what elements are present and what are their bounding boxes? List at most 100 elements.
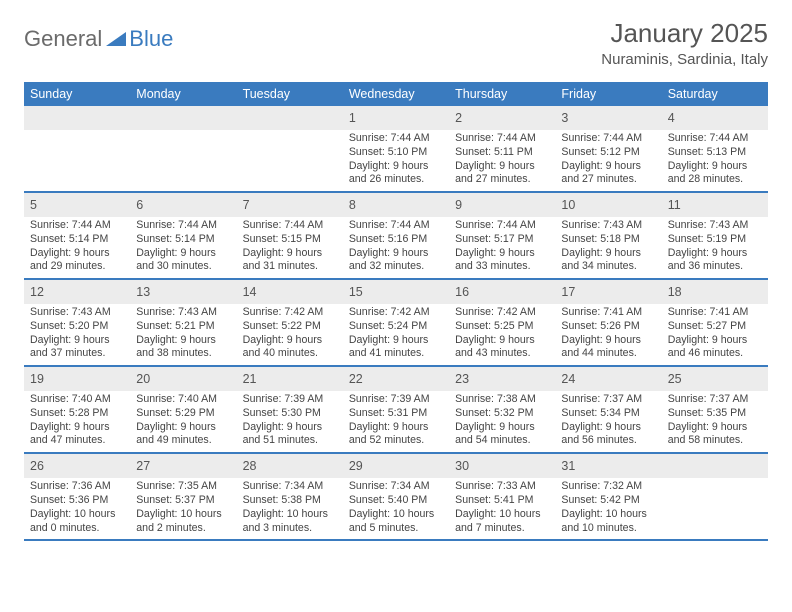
day-number-row: 26 <box>24 454 130 478</box>
day-number: 18 <box>668 285 682 299</box>
day-number-row: 19 <box>24 367 130 391</box>
calendar-week: 1 Sunrise: 7:44 AMSunset: 5:10 PMDaylight… <box>24 106 768 193</box>
day-number: 23 <box>455 372 469 386</box>
day-number: 17 <box>561 285 575 299</box>
calendar-day: 15 Sunrise: 7:42 AMSunset: 5:24 PMDayligh… <box>343 280 449 365</box>
day-content: Sunrise: 7:39 AMSunset: 5:30 PMDaylight:… <box>237 391 343 452</box>
calendar-week: 19Sunrise: 7:40 AMSunset: 5:28 PMDayligh… <box>24 367 768 454</box>
day-content: Sunrise: 7:44 AMSunset: 5:12 PMDaylight:… <box>555 130 661 191</box>
day-content: Sunrise: 7:44 AMSunset: 5:11 PMDaylight:… <box>449 130 555 191</box>
logo-blue-text: Blue <box>129 26 173 52</box>
calendar-day: 5Sunrise: 7:44 AMSunset: 5:14 PMDaylight… <box>24 193 130 278</box>
calendar-day: 24Sunrise: 7:37 AMSunset: 5:34 PMDayligh… <box>555 367 661 452</box>
day-number: 25 <box>668 372 682 386</box>
calendar-day: 18Sunrise: 7:41 AMSunset: 5:27 PMDayligh… <box>662 280 768 365</box>
day-content: Sunrise: 7:42 AMSunset: 5:25 PMDaylight:… <box>449 304 555 365</box>
day-number-row: 4 <box>662 106 768 130</box>
day-number: 13 <box>136 285 150 299</box>
day-number: 26 <box>30 459 44 473</box>
calendar-day: 25 Sunrise: 7:37 AMSunset: 5:35 PMDayligh… <box>662 367 768 452</box>
calendar-day: 7Sunrise: 7:44 AMSunset: 5:15 PMDaylight… <box>237 193 343 278</box>
day-number-row <box>130 106 236 130</box>
day-number-row: 22 <box>343 367 449 391</box>
day-number: 24 <box>561 372 575 386</box>
calendar-day: 28 Sunrise: 7:34 AMSunset: 5:38 PMDayligh… <box>237 454 343 539</box>
title-block: January 2025 Nuraminis, Sardinia, Italy <box>601 18 768 68</box>
logo-triangle-icon <box>106 30 126 48</box>
day-content: Sunrise: 7:34 AMSunset: 5:38 PMDaylight:… <box>237 478 343 539</box>
day-number-row: 31 <box>555 454 661 478</box>
day-number: 8 <box>349 198 356 212</box>
day-number: 16 <box>455 285 469 299</box>
day-content: Sunrise: 7:38 AMSunset: 5:32 PMDaylight:… <box>449 391 555 452</box>
weekday-header: Thursday <box>449 82 555 106</box>
calendar-day: 12Sunrise: 7:43 AMSunset: 5:20 PMDayligh… <box>24 280 130 365</box>
day-number-row: 17 <box>555 280 661 304</box>
day-number-row: 12 <box>24 280 130 304</box>
day-content <box>237 130 343 136</box>
day-content <box>130 130 236 136</box>
calendar-day <box>24 106 130 191</box>
day-content: Sunrise: 7:36 AMSunset: 5:36 PMDaylight:… <box>24 478 130 539</box>
day-content: Sunrise: 7:43 AMSunset: 5:18 PMDaylight:… <box>555 217 661 278</box>
calendar-day: 21Sunrise: 7:39 AMSunset: 5:30 PMDayligh… <box>237 367 343 452</box>
calendar-body: 1 Sunrise: 7:44 AMSunset: 5:10 PMDaylight… <box>24 106 768 541</box>
day-content: Sunrise: 7:42 AMSunset: 5:24 PMDaylight:… <box>343 304 449 365</box>
calendar-week: 26 Sunrise: 7:36 AMSunset: 5:36 PMDayligh… <box>24 454 768 541</box>
day-number: 15 <box>349 285 363 299</box>
calendar-day: 8Sunrise: 7:44 AMSunset: 5:16 PMDaylight… <box>343 193 449 278</box>
calendar-day: 11Sunrise: 7:43 AMSunset: 5:19 PMDayligh… <box>662 193 768 278</box>
day-content: Sunrise: 7:44 AMSunset: 5:10 PMDaylight:… <box>343 130 449 191</box>
logo: General Blue <box>24 26 173 52</box>
weekday-header: Monday <box>130 82 236 106</box>
day-number-row: 5 <box>24 193 130 217</box>
calendar-day: 9Sunrise: 7:44 AMSunset: 5:17 PMDaylight… <box>449 193 555 278</box>
day-number-row: 10 <box>555 193 661 217</box>
day-number-row: 13 <box>130 280 236 304</box>
calendar-day: 26 Sunrise: 7:36 AMSunset: 5:36 PMDayligh… <box>24 454 130 539</box>
day-number: 28 <box>243 459 257 473</box>
day-content: Sunrise: 7:40 AMSunset: 5:28 PMDaylight:… <box>24 391 130 452</box>
calendar-day <box>237 106 343 191</box>
day-number: 12 <box>30 285 44 299</box>
calendar-day: 1 Sunrise: 7:44 AMSunset: 5:10 PMDaylight… <box>343 106 449 191</box>
day-number-row: 25 <box>662 367 768 391</box>
weekday-header: Sunday <box>24 82 130 106</box>
calendar-day: 3 Sunrise: 7:44 AMSunset: 5:12 PMDaylight… <box>555 106 661 191</box>
day-number-row: 27 <box>130 454 236 478</box>
day-number-row: 14 <box>237 280 343 304</box>
calendar-day: 27 Sunrise: 7:35 AMSunset: 5:37 PMDayligh… <box>130 454 236 539</box>
day-content: Sunrise: 7:44 AMSunset: 5:14 PMDaylight:… <box>130 217 236 278</box>
day-content: Sunrise: 7:37 AMSunset: 5:35 PMDaylight:… <box>662 391 768 452</box>
calendar-week: 12Sunrise: 7:43 AMSunset: 5:20 PMDayligh… <box>24 280 768 367</box>
day-number-row <box>24 106 130 130</box>
day-number-row: 20 <box>130 367 236 391</box>
day-content <box>24 130 130 136</box>
day-number: 3 <box>561 111 568 125</box>
day-number: 27 <box>136 459 150 473</box>
day-content: Sunrise: 7:35 AMSunset: 5:37 PMDaylight:… <box>130 478 236 539</box>
day-content: Sunrise: 7:44 AMSunset: 5:17 PMDaylight:… <box>449 217 555 278</box>
day-number-row: 15 <box>343 280 449 304</box>
calendar-day: 29Sunrise: 7:34 AMSunset: 5:40 PMDayligh… <box>343 454 449 539</box>
day-number: 14 <box>243 285 257 299</box>
calendar-day: 4 Sunrise: 7:44 AMSunset: 5:13 PMDaylight… <box>662 106 768 191</box>
day-number-row: 23 <box>449 367 555 391</box>
weekday-header: Friday <box>555 82 661 106</box>
day-number: 4 <box>668 111 675 125</box>
day-number-row: 1 <box>343 106 449 130</box>
day-number: 6 <box>136 198 143 212</box>
weekday-header: Tuesday <box>237 82 343 106</box>
day-number-row: 21 <box>237 367 343 391</box>
day-content: Sunrise: 7:44 AMSunset: 5:13 PMDaylight:… <box>662 130 768 191</box>
day-number-row: 2 <box>449 106 555 130</box>
day-number-row: 8 <box>343 193 449 217</box>
day-number: 1 <box>349 111 356 125</box>
calendar-day: 20Sunrise: 7:40 AMSunset: 5:29 PMDayligh… <box>130 367 236 452</box>
calendar-day: 2Sunrise: 7:44 AMSunset: 5:11 PMDaylight… <box>449 106 555 191</box>
day-number-row: 28 <box>237 454 343 478</box>
day-number-row <box>237 106 343 130</box>
day-content: Sunrise: 7:41 AMSunset: 5:26 PMDaylight:… <box>555 304 661 365</box>
location: Nuraminis, Sardinia, Italy <box>601 51 768 68</box>
day-number-row: 3 <box>555 106 661 130</box>
